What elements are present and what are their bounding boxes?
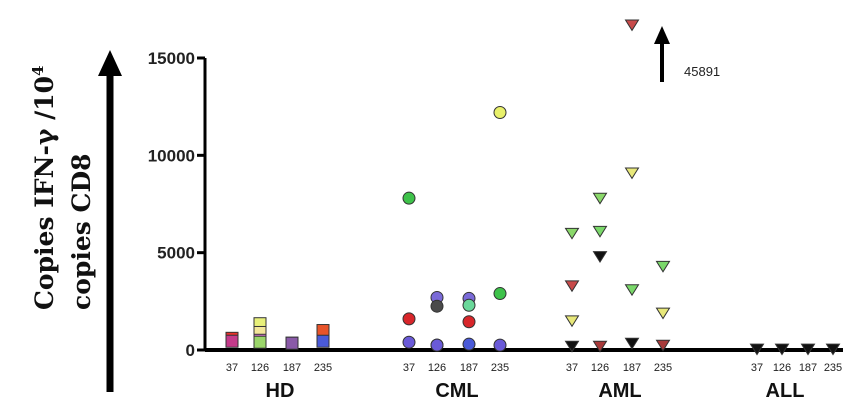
data-point bbox=[225, 334, 239, 348]
data-point bbox=[655, 260, 671, 273]
x-tick-label: 37 bbox=[751, 362, 763, 374]
y-tick-label: 0 bbox=[186, 341, 195, 360]
data-point bbox=[493, 106, 507, 120]
x-tick-label: 235 bbox=[824, 362, 842, 374]
y-ticks: 0 5000 10000 15000 bbox=[148, 49, 205, 360]
y-axis-label: Copies IFN-γ /104 copies CD8 bbox=[29, 50, 122, 392]
y-label-line2: copies CD8 bbox=[67, 153, 96, 310]
data-point bbox=[493, 287, 507, 301]
x-tick-label: 37 bbox=[226, 362, 238, 374]
x-tick-label: 187 bbox=[283, 362, 301, 374]
data-point bbox=[655, 339, 671, 352]
data-point bbox=[462, 337, 476, 351]
y-label-line1: Copies IFN-γ /104 bbox=[29, 66, 59, 310]
data-point bbox=[462, 298, 476, 312]
data-point bbox=[564, 315, 580, 328]
off-scale-annotation: 45891 bbox=[654, 26, 720, 82]
data-point bbox=[624, 284, 640, 297]
data-point bbox=[592, 251, 608, 264]
x-tick-label: 126 bbox=[773, 362, 791, 374]
data-point bbox=[430, 299, 444, 313]
x-tick-label: 235 bbox=[654, 362, 672, 374]
group-label: HD bbox=[266, 380, 295, 402]
x-tick-label: 235 bbox=[314, 362, 332, 374]
group-label: AML bbox=[598, 380, 641, 402]
data-point bbox=[253, 335, 267, 349]
x-tick-label: 187 bbox=[460, 362, 478, 374]
data-point bbox=[316, 324, 330, 338]
data-point bbox=[402, 312, 416, 326]
data-point bbox=[493, 338, 507, 352]
group-label: CML bbox=[435, 380, 478, 402]
data-point bbox=[624, 167, 640, 180]
data-point bbox=[402, 191, 416, 205]
x-tick-label: 126 bbox=[591, 362, 609, 374]
data-point bbox=[800, 343, 816, 356]
x-tick-label: 126 bbox=[428, 362, 446, 374]
data-point bbox=[655, 307, 671, 320]
x-tick-label: 187 bbox=[799, 362, 817, 374]
data-point bbox=[749, 343, 765, 356]
data-point bbox=[592, 340, 608, 353]
data-point bbox=[462, 315, 476, 329]
x-tick-label: 187 bbox=[623, 362, 641, 374]
x-labels: 37 126 187 235 HD 37 126 187 235 CML 37 126 187 235 AM… bbox=[226, 362, 842, 402]
annotation-value: 45891 bbox=[684, 64, 720, 79]
y-label-arrowhead bbox=[98, 50, 122, 76]
data-point bbox=[564, 340, 580, 353]
data-point bbox=[592, 192, 608, 205]
group-label: ALL bbox=[766, 380, 805, 402]
x-tick-label: 235 bbox=[491, 362, 509, 374]
y-tick-label: 15000 bbox=[148, 49, 195, 68]
data-point bbox=[564, 280, 580, 293]
x-tick-label: 37 bbox=[566, 362, 578, 374]
x-tick-label: 126 bbox=[251, 362, 269, 374]
y-tick-label: 10000 bbox=[148, 146, 195, 165]
annotation-arrowhead bbox=[654, 26, 670, 44]
data-point bbox=[774, 343, 790, 356]
data-point bbox=[624, 337, 640, 350]
data-point bbox=[592, 225, 608, 238]
data-point bbox=[402, 335, 416, 349]
data-point bbox=[564, 227, 580, 240]
data-point bbox=[430, 338, 444, 352]
data-point bbox=[316, 334, 330, 348]
y-tick-label: 5000 bbox=[157, 244, 195, 263]
x-tick-label: 37 bbox=[403, 362, 415, 374]
data-point bbox=[285, 336, 299, 350]
data-points bbox=[225, 19, 841, 356]
data-point bbox=[624, 19, 640, 32]
data-point bbox=[825, 343, 841, 356]
